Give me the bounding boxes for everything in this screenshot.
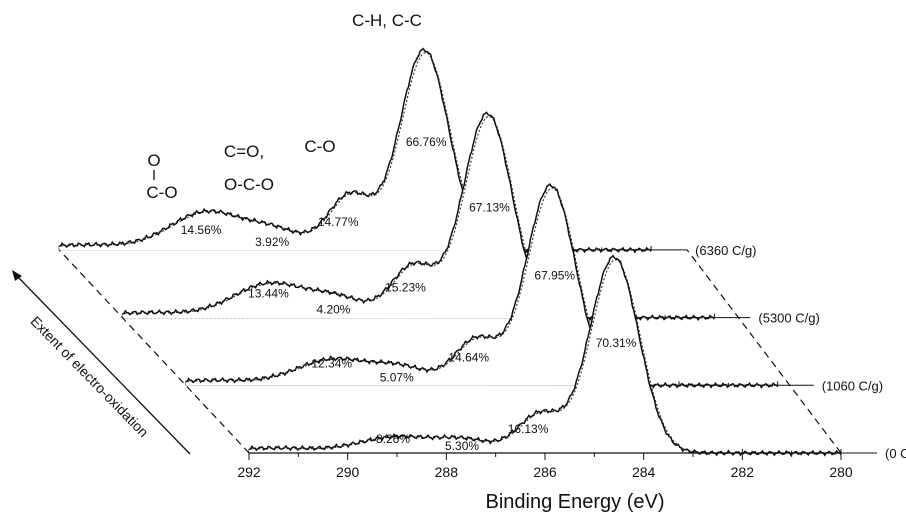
- spectrum-layer: 67.95% 14.64% 5.07% 12.34% (1060 C/g): [185, 182, 883, 393]
- component-percent-label: 14.56%: [181, 223, 222, 237]
- peak-label-co-double: C=O,: [224, 142, 264, 161]
- x-tick-label: 286: [533, 464, 557, 480]
- x-axis: 292 290 288 286 284 282 280: [237, 452, 853, 480]
- component-percent-label: 5.30%: [445, 439, 479, 453]
- spectrum-mask: [59, 48, 652, 253]
- depth-axis-title: Extent of electro-oxidation: [27, 313, 151, 440]
- component-percent-label: 70.31%: [596, 336, 637, 350]
- peak-label-oco: O-C-O: [224, 175, 274, 194]
- dose-label: (1060 C/g): [822, 378, 883, 393]
- component-percent-label: 14.64%: [448, 350, 489, 364]
- peak-label-carboxyl-o: O: [147, 151, 160, 170]
- component-percent-label: 3.92%: [255, 235, 289, 249]
- component-percent-label: 67.95%: [534, 268, 575, 282]
- peak-label-co: C-O: [304, 137, 335, 156]
- x-tick-label: 288: [435, 464, 459, 480]
- component-percent-label: 67.13%: [469, 201, 510, 215]
- component-percent-label: 5.07%: [380, 370, 414, 384]
- x-axis-title: Binding Energy (eV): [486, 491, 665, 513]
- component-percent-label: 16.13%: [508, 422, 549, 436]
- depth-arrow-head: [12, 270, 22, 281]
- spectrum-mask: [185, 184, 778, 388]
- x-tick-label: 290: [336, 464, 360, 480]
- component-percent-label: 12.34%: [311, 356, 352, 370]
- perspective-line-right: [686, 249, 842, 454]
- x-tick-label: 280: [829, 464, 853, 480]
- spectrum-layer: 66.76% 14.77% 3.92% 14.56% (6360 C/g): [58, 47, 757, 258]
- component-percent-label: 13.44%: [248, 287, 289, 301]
- x-tick-label: 292: [237, 464, 261, 480]
- component-percent-label: 4.20%: [316, 303, 350, 317]
- dose-label: (6360 C/g): [695, 243, 756, 258]
- component-percent-label: 15.23%: [385, 281, 426, 295]
- x-tick-label: 282: [731, 464, 755, 480]
- component-percent-label: 8.26%: [376, 432, 410, 446]
- spectrum-mask: [122, 112, 715, 320]
- dose-label: (0 C/g): [885, 446, 906, 461]
- spectrum-mask: [249, 255, 841, 456]
- x-tick-label: 284: [632, 464, 656, 480]
- peak-label-carboxyl-co: C-O: [146, 183, 177, 202]
- perspective-line-left: [58, 249, 250, 454]
- component-percent-label: 66.76%: [406, 135, 447, 149]
- depth-axis-line: [16, 275, 191, 455]
- dose-label: (5300 C/g): [758, 311, 819, 326]
- spectrum-envelope: [185, 182, 779, 389]
- component-percent-label: 14.77%: [318, 215, 359, 229]
- peak-label-ch-cc: C-H, C-C: [352, 11, 422, 30]
- spectra-layers: 66.76% 14.77% 3.92% 14.56% (6360 C/g) 67.13% 1…: [58, 47, 906, 461]
